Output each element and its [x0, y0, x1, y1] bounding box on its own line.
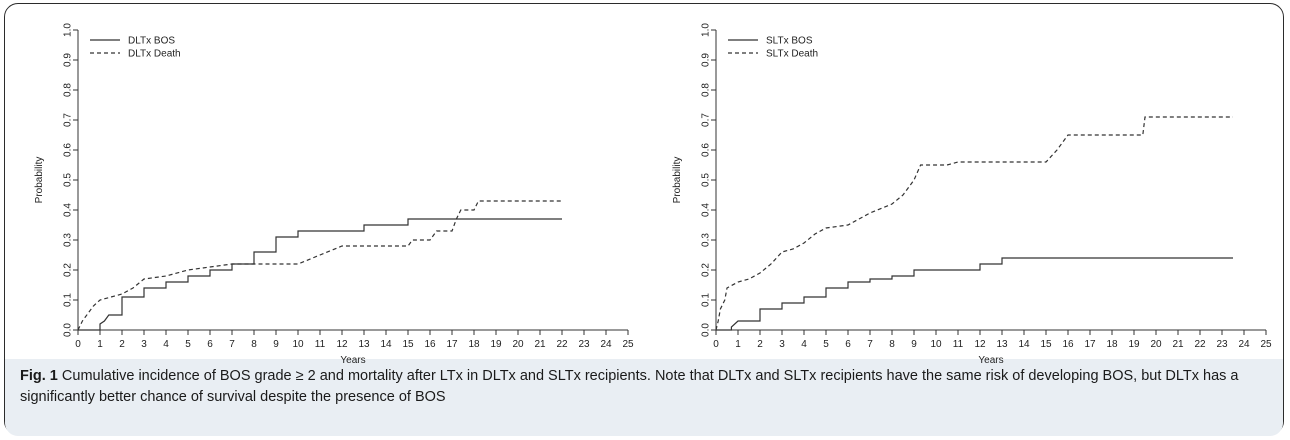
x-tick-label: 6: [207, 339, 213, 350]
x-tick-label: 12: [974, 339, 986, 350]
x-tick-label: 11: [953, 339, 964, 350]
legend-entry: SLTx Death: [766, 49, 818, 60]
x-tick-label: 8: [251, 339, 257, 350]
y-tick-label: 0.2: [63, 263, 74, 277]
x-tick-label: 3: [779, 339, 785, 350]
x-tick-label: 24: [1238, 339, 1250, 350]
x-tick-label: 5: [185, 339, 191, 350]
x-tick-label: 3: [141, 339, 147, 350]
x-tick-label: 9: [273, 339, 279, 350]
legend-entry: DLTx BOS: [128, 36, 175, 47]
y-tick-label: 0.8: [63, 83, 74, 97]
legend-entry: DLTx Death: [128, 49, 181, 60]
x-tick-label: 5: [823, 339, 829, 350]
x-tick-label: 0: [75, 339, 81, 350]
x-tick-label: 17: [446, 339, 458, 350]
x-tick-label: 9: [911, 339, 917, 350]
x-tick-label: 13: [358, 339, 370, 350]
y-tick-label: 0.3: [63, 233, 74, 247]
x-tick-label: 1: [735, 339, 741, 350]
x-tick-label: 13: [996, 339, 1008, 350]
x-tick-label: 12: [336, 339, 348, 350]
x-tick-label: 2: [757, 339, 763, 350]
y-tick-label: 0.1: [63, 293, 74, 307]
x-tick-label: 18: [1106, 339, 1118, 350]
legend-entry: SLTx BOS: [766, 36, 813, 47]
y-tick-label: 0.5: [63, 173, 74, 187]
figure-frame: [4, 3, 1284, 436]
y-tick-label: 0.6: [63, 143, 74, 157]
x-tick-label: 14: [380, 339, 392, 350]
x-tick-label: 7: [867, 339, 873, 350]
y-tick-label: 0.5: [701, 173, 712, 187]
y-tick-label: 0.8: [701, 83, 712, 97]
x-tick-label: 20: [512, 339, 524, 350]
x-tick-label: 4: [163, 339, 169, 350]
x-tick-label: 15: [1040, 339, 1052, 350]
x-tick-label: 1: [97, 339, 103, 350]
chart-sltx: 0 1 2 3 4 5 6 7 8 9 10 11 12 13 14 15 16 17 18 19 20 21 22 23 24…: [672, 23, 1272, 363]
x-tick-label: 19: [490, 339, 502, 350]
x-tick-label: 6: [845, 339, 851, 350]
series-line-death: [77, 200, 562, 331]
x-tick-label: 21: [534, 339, 546, 350]
x-tick-label: 18: [468, 339, 480, 350]
x-tick-label: 19: [1128, 339, 1140, 350]
x-tick-label: 16: [424, 339, 436, 350]
series-line-bos: [78, 218, 562, 331]
series-line-death: [715, 116, 1233, 331]
y-tick-label: 0.7: [63, 113, 74, 127]
y-tick-label: 0.6: [701, 143, 712, 157]
x-tick-label: 10: [930, 339, 942, 350]
y-axis-label: Probability: [34, 157, 45, 204]
y-axis-label: Probability: [672, 157, 683, 204]
y-tick-label: 0.4: [701, 203, 712, 217]
x-tick-label: 25: [1260, 339, 1272, 350]
x-tick-label: 20: [1150, 339, 1162, 350]
caption-label: Fig. 1: [20, 368, 58, 384]
x-tick-label: 2: [119, 339, 125, 350]
chart-dltx: 0 1 2 3 4 5 6 7 8 9 10 11 12 13 14 15 16 17 18 19 20 21 22 23 24…: [34, 23, 634, 363]
x-tick-label: 25: [622, 339, 634, 350]
x-tick-label: 11: [315, 339, 326, 350]
x-tick-label: 23: [1216, 339, 1228, 350]
x-tick-label: 10: [292, 339, 304, 350]
figure-caption: Fig. 1 Cumulative incidence of BOS grade…: [20, 366, 1265, 408]
series-line-bos: [716, 257, 1233, 331]
y-tick-label: 0.1: [701, 293, 712, 307]
y-tick-label: 0.0: [701, 323, 712, 337]
x-tick-label: 16: [1062, 339, 1074, 350]
x-axis-label: Years: [978, 355, 1003, 363]
x-tick-label: 22: [556, 339, 568, 350]
y-tick-label: 0.3: [701, 233, 712, 247]
x-tick-label: 14: [1018, 339, 1030, 350]
x-tick-label: 7: [229, 339, 235, 350]
y-tick-label: 1.0: [63, 23, 74, 37]
x-tick-label: 23: [578, 339, 590, 350]
x-tick-label: 22: [1194, 339, 1206, 350]
x-tick-label: 24: [600, 339, 612, 350]
x-tick-label: 0: [713, 339, 719, 350]
caption-text: Cumulative incidence of BOS grade ≥ 2 an…: [20, 368, 1239, 405]
x-tick-label: 21: [1172, 339, 1184, 350]
x-tick-label: 15: [402, 339, 414, 350]
y-tick-label: 1.0: [701, 23, 712, 37]
y-tick-label: 0.2: [701, 263, 712, 277]
y-tick-label: 0.9: [701, 53, 712, 67]
y-tick-label: 0.0: [63, 323, 74, 337]
y-tick-label: 0.9: [63, 53, 74, 67]
x-axis-label: Years: [340, 355, 365, 363]
y-tick-label: 0.7: [701, 113, 712, 127]
x-tick-label: 4: [801, 339, 807, 350]
y-tick-label: 0.4: [63, 203, 74, 217]
x-tick-label: 17: [1084, 339, 1096, 350]
x-tick-label: 8: [889, 339, 895, 350]
